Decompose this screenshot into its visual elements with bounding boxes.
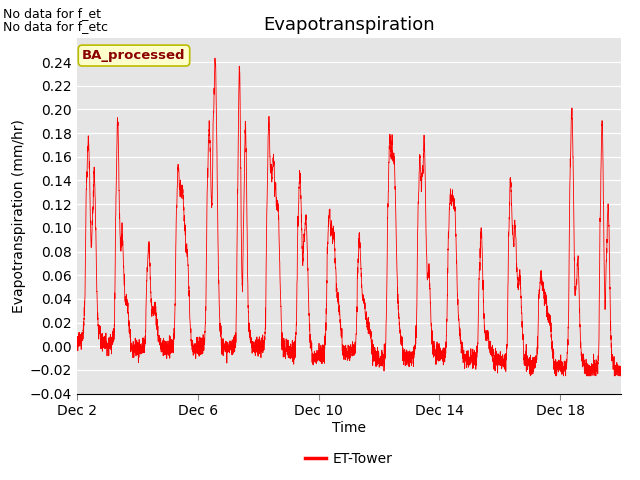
Y-axis label: Evapotranspiration (mm/hr): Evapotranspiration (mm/hr) xyxy=(12,119,26,313)
Text: BA_processed: BA_processed xyxy=(82,49,186,62)
Text: No data for f_et: No data for f_et xyxy=(3,7,101,20)
Legend: ET-Tower: ET-Tower xyxy=(300,447,398,472)
X-axis label: Time: Time xyxy=(332,421,366,435)
Title: Evapotranspiration: Evapotranspiration xyxy=(263,16,435,34)
Text: No data for f_etc: No data for f_etc xyxy=(3,20,108,33)
